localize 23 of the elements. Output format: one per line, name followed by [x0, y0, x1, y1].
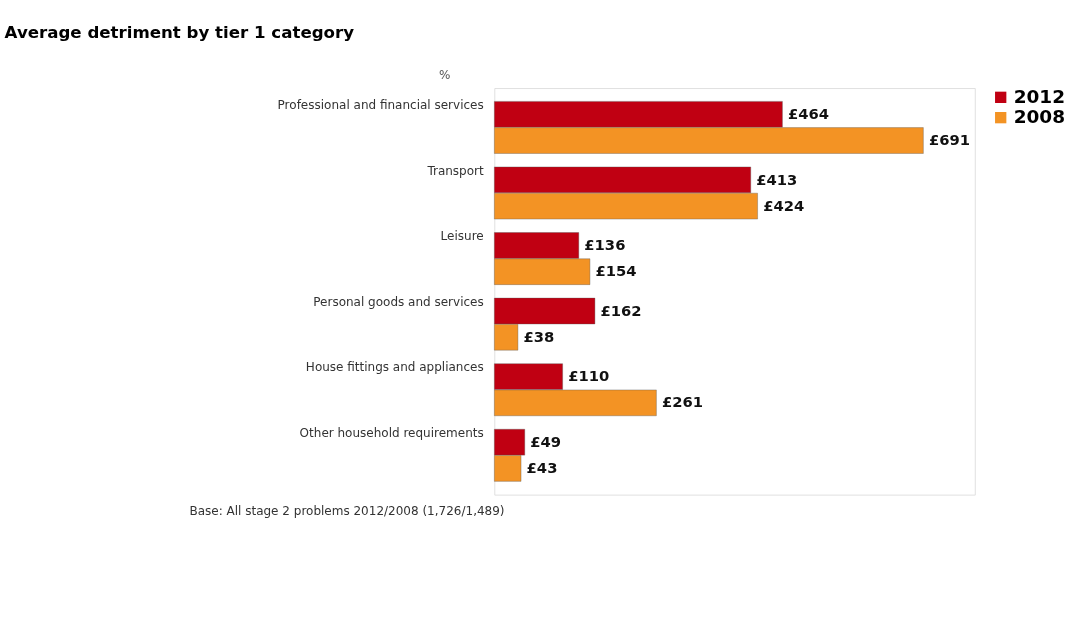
- data-label: £136: [584, 236, 626, 254]
- y-tick-label: Transport: [426, 163, 485, 178]
- data-label: £464: [787, 104, 830, 122]
- y-tick-label: Professional and financial services: [277, 97, 484, 112]
- data-label: £413: [756, 170, 798, 188]
- data-label: £691: [928, 131, 970, 149]
- text: %: [438, 67, 451, 82]
- y-tick-label: Other household requirements: [299, 425, 484, 440]
- y-tick-label: Leisure: [440, 229, 484, 244]
- text: Average detriment by tier 1 category: [4, 23, 355, 43]
- data-label: £43: [526, 459, 558, 477]
- data-label: £38: [523, 327, 555, 345]
- data-label: £49: [530, 432, 562, 450]
- legend-label: 2012: [1013, 85, 1066, 107]
- text: Base: All stage 2 problems 2012/2008 (1,726/1,489): [189, 503, 505, 518]
- data-label: £110: [568, 367, 610, 385]
- data-label: £154: [595, 262, 637, 280]
- y-tick-label: House fittings and appliances: [305, 360, 484, 375]
- data-label: £162: [600, 301, 642, 319]
- y-tick-label: Personal goods and services: [313, 294, 484, 309]
- legend-label: 2008: [1013, 106, 1066, 128]
- data-label: £424: [763, 196, 805, 214]
- data-label: £261: [661, 393, 704, 411]
